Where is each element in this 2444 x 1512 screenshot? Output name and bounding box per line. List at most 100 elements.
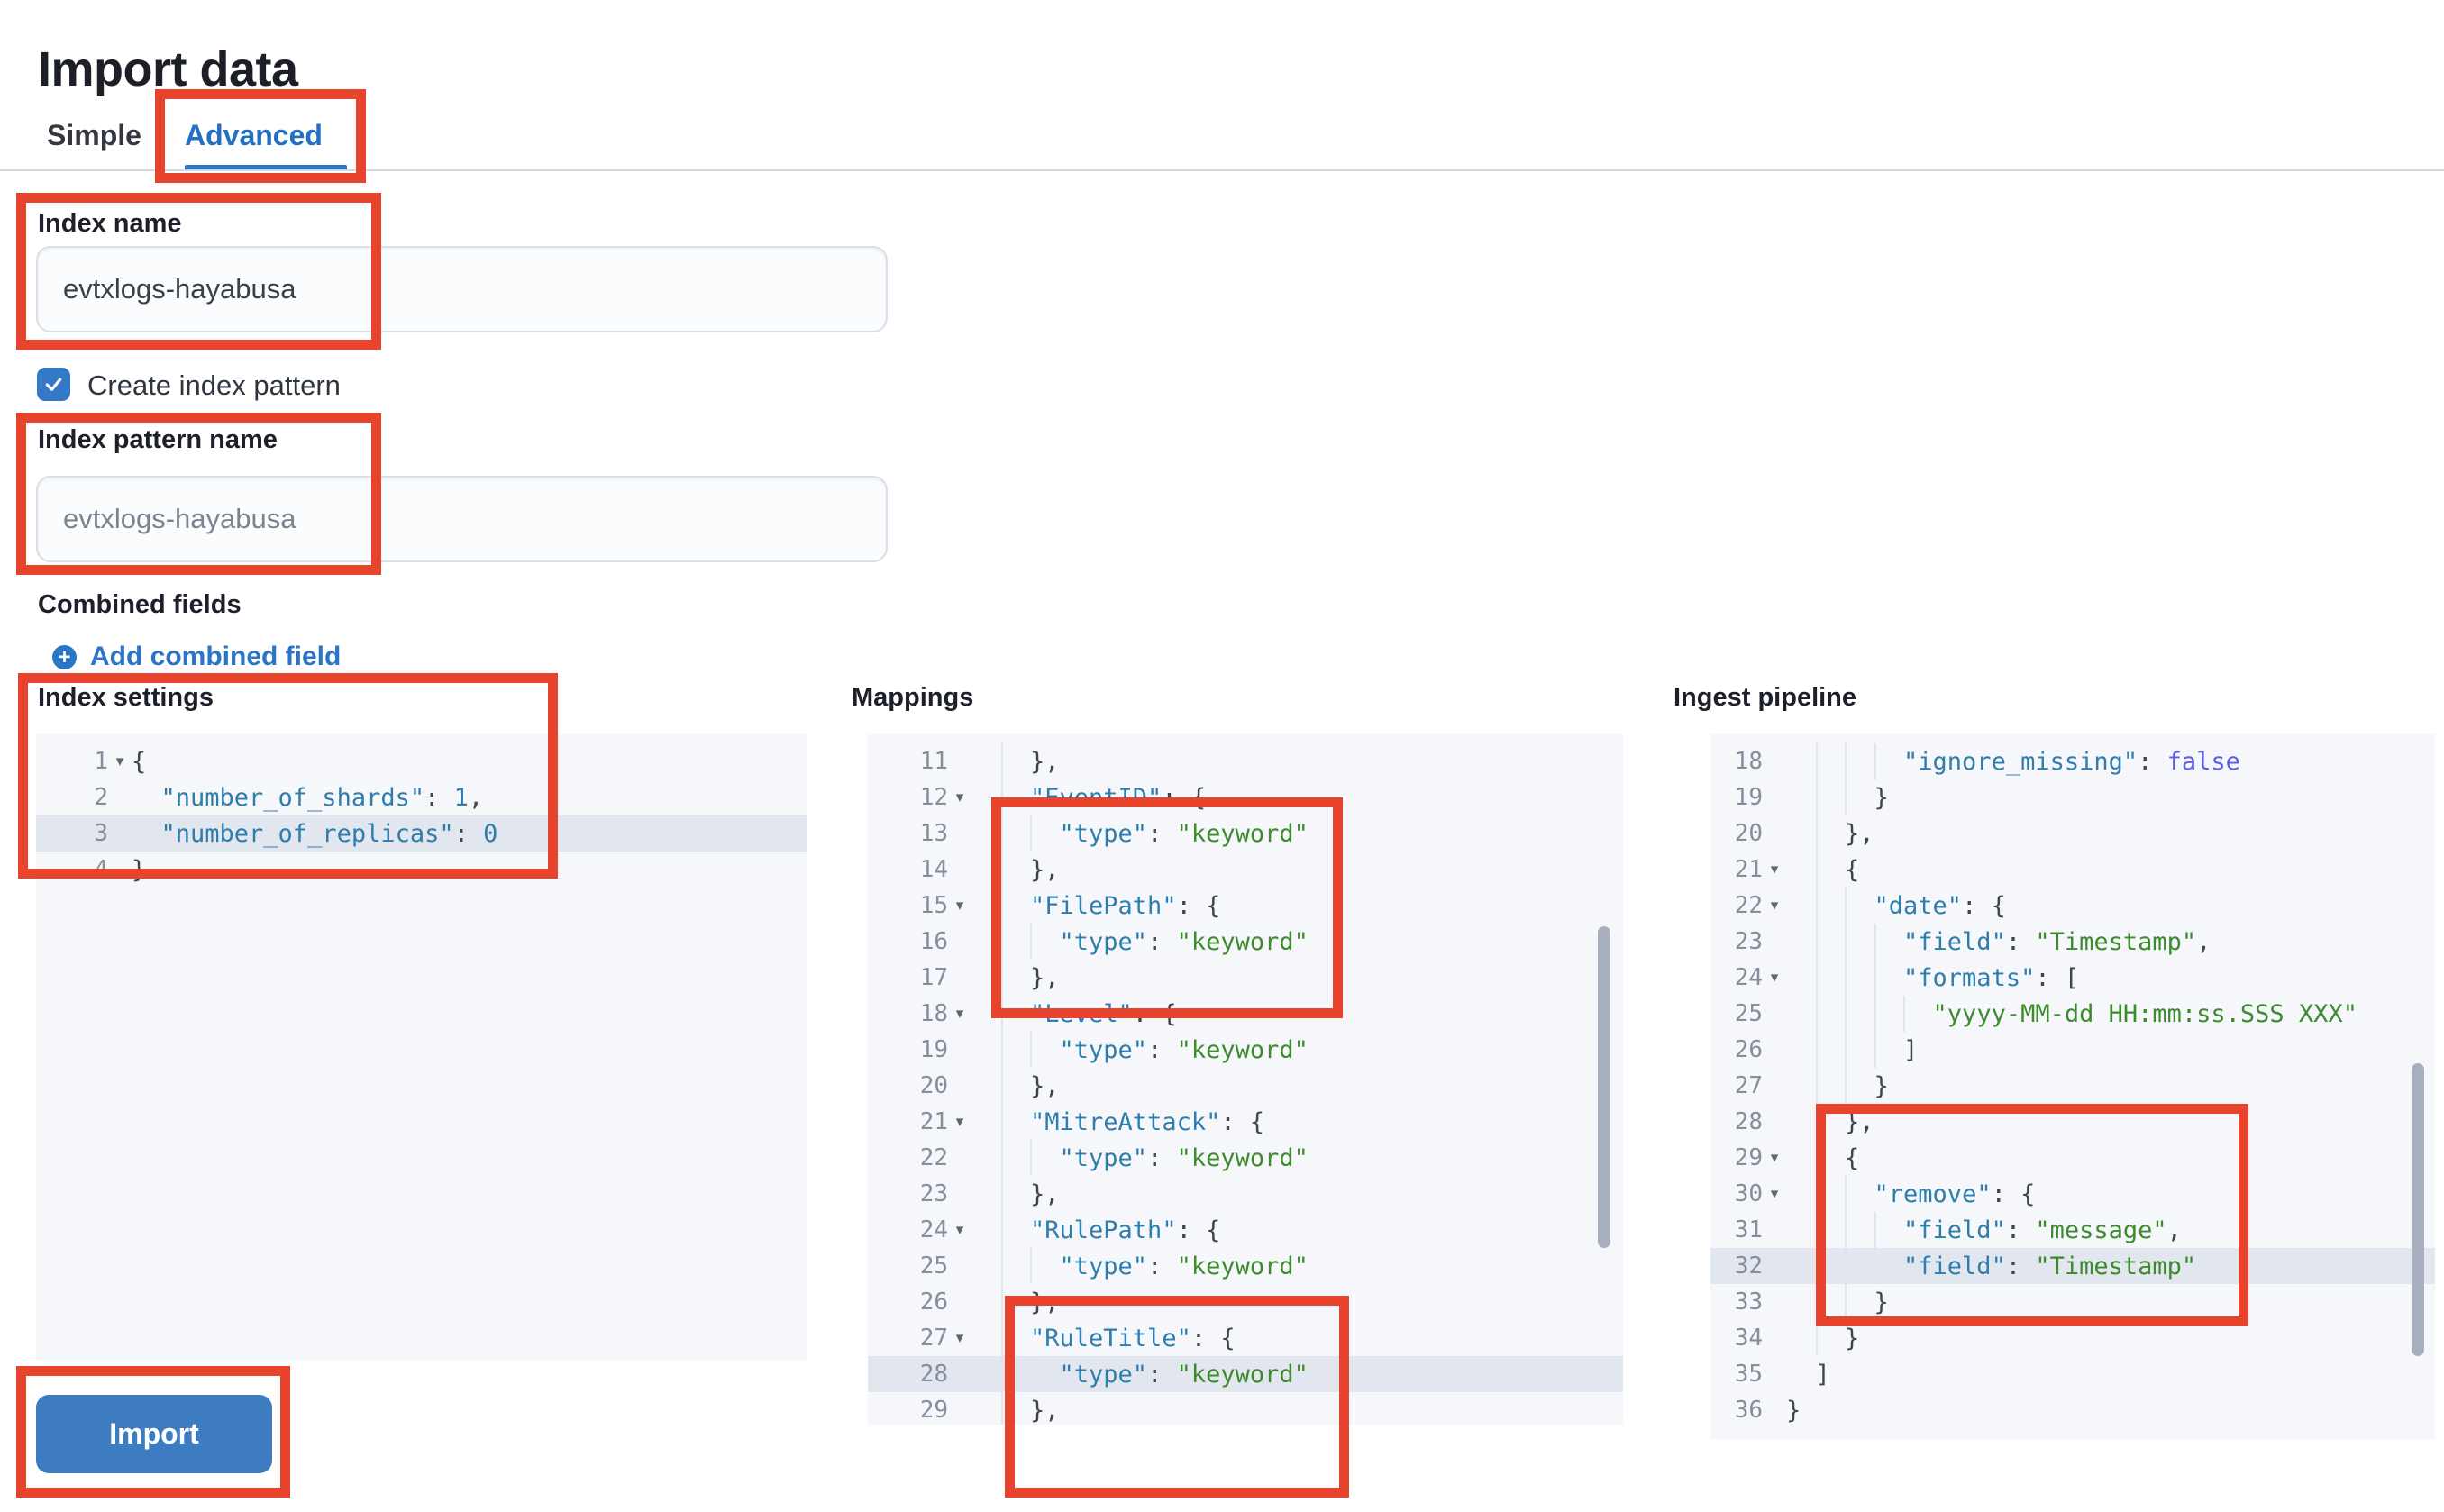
gutter: 20 xyxy=(868,1068,971,1104)
line-number: 31 xyxy=(1734,1216,1763,1243)
page-title: Import data xyxy=(38,42,298,97)
vertical-scrollbar[interactable] xyxy=(2412,1063,2424,1356)
code-token: "keyword" xyxy=(1176,1252,1309,1280)
code-line[interactable]: 15 ▾ "FilePath": { xyxy=(868,888,1623,924)
code-line[interactable]: 1 ▾ { xyxy=(36,743,807,779)
code-line[interactable]: 22 "type": "keyword" xyxy=(868,1140,1623,1176)
code-line[interactable]: 27 ▾ "RuleTitle": { xyxy=(868,1320,1623,1356)
code-token: : { xyxy=(1132,999,1177,1028)
vertical-scrollbar[interactable] xyxy=(1598,926,1610,1248)
code-line[interactable]: 32 "field": "Timestamp" xyxy=(1710,1248,2435,1284)
code-token: "type" xyxy=(1059,927,1148,956)
fold-arrow-icon[interactable]: ▾ xyxy=(1770,1185,1779,1202)
code-line[interactable]: 12 ▾ "EventID": { xyxy=(868,779,1623,815)
code-text: { xyxy=(1786,1140,2435,1176)
code-text: { xyxy=(132,743,807,779)
indent-guide xyxy=(1000,888,1003,924)
code-line[interactable]: 2 "number_of_shards": 1, xyxy=(36,779,807,815)
line-number: 27 xyxy=(919,1325,948,1352)
code-token: "Timestamp" xyxy=(2035,1252,2197,1280)
import-button[interactable]: Import xyxy=(36,1395,272,1473)
code-line[interactable]: 16 "type": "keyword" xyxy=(868,924,1623,960)
fold-arrow-icon[interactable]: ▾ xyxy=(955,1113,964,1130)
code-line[interactable]: 31 "field": "message", xyxy=(1710,1212,2435,1248)
code-text: "field": "Timestamp" xyxy=(1786,1248,2435,1284)
indent-guide xyxy=(1000,1140,1003,1176)
code-line[interactable]: 18 ▾ "Level": { xyxy=(868,996,1623,1032)
indent-guide xyxy=(1845,924,1847,960)
code-line[interactable]: 33} xyxy=(1710,1284,2435,1320)
code-line[interactable]: 23 "field": "Timestamp", xyxy=(1710,924,2435,960)
line-number: 1 xyxy=(94,748,108,775)
code-line[interactable]: 29 ▾ { xyxy=(1710,1140,2435,1176)
code-token: : xyxy=(1147,1360,1177,1389)
code-line[interactable]: 14}, xyxy=(868,852,1623,888)
indent-guide xyxy=(1815,1212,1818,1248)
line-number: 23 xyxy=(1734,928,1763,955)
code-line[interactable]: 30 ▾ "remove": { xyxy=(1710,1176,2435,1212)
fold-arrow-icon[interactable]: ▾ xyxy=(1770,897,1779,914)
line-number: 3 xyxy=(94,820,108,847)
code-text: "type": "keyword" xyxy=(971,924,1623,960)
code-line[interactable]: 23}, xyxy=(868,1176,1623,1212)
code-line[interactable]: 17}, xyxy=(868,960,1623,996)
mappings-editor[interactable]: 11}, 12 ▾ "EventID": {13 "type": "keyword" 14… xyxy=(868,734,1623,1425)
fold-arrow-icon[interactable]: ▾ xyxy=(1770,1149,1779,1166)
code-line[interactable]: 11}, xyxy=(868,743,1623,779)
fold-arrow-icon[interactable]: ▾ xyxy=(115,752,124,770)
code-text: }, xyxy=(971,852,1623,888)
code-line[interactable]: 34} xyxy=(1710,1320,2435,1356)
code-line[interactable]: 24 ▾ "formats": [ xyxy=(1710,960,2435,996)
index-pattern-name-input[interactable] xyxy=(36,476,888,562)
fold-arrow-icon[interactable]: ▾ xyxy=(1770,969,1779,986)
code-line[interactable]: 3 "number_of_replicas": 0 xyxy=(36,815,807,852)
plus-circle-icon[interactable]: + xyxy=(52,645,77,669)
fold-arrow-icon[interactable]: ▾ xyxy=(1770,861,1779,878)
line-number: 20 xyxy=(919,1072,948,1099)
code-line[interactable]: 18 "ignore_missing": false xyxy=(1710,743,2435,779)
code-line[interactable]: 26}, xyxy=(868,1284,1623,1320)
gutter: 26 xyxy=(868,1284,971,1320)
code-line[interactable]: 19 "type": "keyword" xyxy=(868,1032,1623,1068)
indent-guide xyxy=(1030,1140,1033,1176)
fold-arrow-icon[interactable]: ▾ xyxy=(955,788,964,806)
gutter: 21 ▾ xyxy=(868,1104,971,1140)
indent-guide xyxy=(1815,779,1818,815)
code-line[interactable]: 28 "type": "keyword" xyxy=(868,1356,1623,1392)
fold-arrow-icon[interactable]: ▾ xyxy=(955,1329,964,1346)
index-name-input[interactable] xyxy=(36,246,888,332)
code-line[interactable]: 24 ▾ "RulePath": { xyxy=(868,1212,1623,1248)
code-line[interactable]: 21 ▾ "MitreAttack": { xyxy=(868,1104,1623,1140)
code-line[interactable]: 35] xyxy=(1710,1356,2435,1392)
code-line[interactable]: 13 "type": "keyword" xyxy=(868,815,1623,852)
code-line[interactable]: 21 ▾ { xyxy=(1710,852,2435,888)
code-line[interactable]: 29}, xyxy=(868,1392,1623,1425)
indent-guide xyxy=(1000,1104,1003,1140)
code-token: 0 xyxy=(483,819,498,848)
tab-simple[interactable]: Simple xyxy=(47,119,141,151)
code-line[interactable]: 20}, xyxy=(1710,815,2435,852)
fold-arrow-icon[interactable]: ▾ xyxy=(955,1221,964,1238)
code-line[interactable]: 22 ▾ "date": { xyxy=(1710,888,2435,924)
fold-arrow-icon[interactable]: ▾ xyxy=(955,897,964,914)
code-line[interactable]: 20}, xyxy=(868,1068,1623,1104)
code-token: } xyxy=(1845,1324,1860,1353)
code-line[interactable]: 36} xyxy=(1710,1392,2435,1428)
index-settings-editor[interactable]: 1 ▾ {2 "number_of_shards": 1, 3 "number_of_re… xyxy=(36,734,807,1360)
code-line[interactable]: 4} xyxy=(36,852,807,888)
indent-guide xyxy=(1000,924,1003,960)
fold-arrow-icon[interactable]: ▾ xyxy=(955,1005,964,1022)
create-index-pattern-checkbox[interactable] xyxy=(37,368,70,401)
code-line[interactable]: 25 "type": "keyword" xyxy=(868,1248,1623,1284)
code-line[interactable]: 28}, xyxy=(1710,1104,2435,1140)
add-combined-field-link[interactable]: Add combined field xyxy=(90,642,342,671)
ingest-pipeline-editor[interactable]: 18 "ignore_missing": false 19} 20}, 21 ▾{22 ▾ "… xyxy=(1710,734,2435,1439)
code-line[interactable]: 19} xyxy=(1710,779,2435,815)
code-line[interactable]: 26] xyxy=(1710,1032,2435,1068)
tab-advanced[interactable]: Advanced xyxy=(185,119,323,151)
code-token: : { xyxy=(1190,1324,1236,1353)
indent-guide xyxy=(1815,743,1818,779)
index-pattern-name-label: Index pattern name xyxy=(38,425,278,454)
code-line[interactable]: 25 "yyyy-MM-dd HH:mm:ss.SSS XXX" xyxy=(1710,996,2435,1032)
code-line[interactable]: 27} xyxy=(1710,1068,2435,1104)
